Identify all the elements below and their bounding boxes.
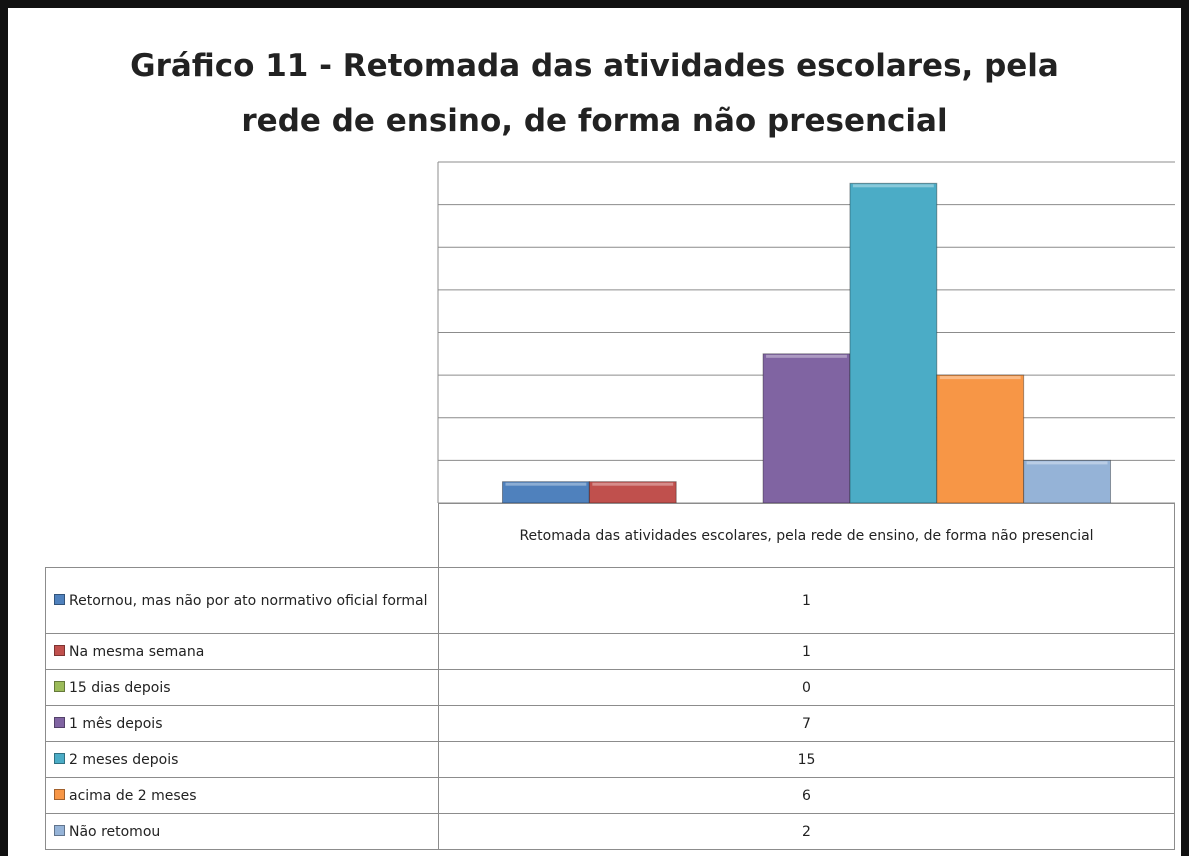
bar-highlight [939,376,1021,380]
legend-entry: Não retomou [45,813,439,850]
legend-swatch [54,824,65,836]
legend-entry: 15 dias depois [45,669,439,706]
legend-swatch [54,644,65,656]
legend-entry: 2 meses depois [45,741,439,778]
legend-swatch [54,788,65,800]
legend-entry: 1 mês depois [45,705,439,742]
legend-label: Não retomou [54,821,160,843]
bar [762,353,851,504]
legend-swatch [54,680,65,692]
legend-text: acima de 2 meses [69,787,197,804]
legend-label: 1 mês depois [54,713,163,735]
legend-label: acima de 2 meses [54,785,197,807]
legend-swatch [54,593,65,605]
legend-text: Não retomou [69,823,161,840]
table-value: 1 [438,567,1175,634]
chart-title: rede de ensino, de forma não presencial [241,103,948,139]
legend-swatch [54,752,65,764]
table-value: 0 [438,669,1175,706]
legend-entry: Retornou, mas não por ato normativo ofic… [45,567,439,634]
legend-label: 2 meses depois [54,749,178,771]
table-value: 1 [438,633,1175,670]
table-value: 15 [438,741,1175,778]
legend-entry: Na mesma semana [45,633,439,670]
table-value: 6 [438,777,1175,814]
legend-label: Retornou, mas não por ato normativo ofic… [54,590,428,612]
legend-swatch [54,716,65,728]
bar [1023,459,1112,504]
bar-highlight [766,354,847,358]
bar [849,182,938,504]
bar-highlight [852,184,934,188]
table-value: 7 [438,705,1175,742]
legend-text: 15 dias depois [69,679,171,696]
legend-entry: acima de 2 meses [45,777,439,814]
table-value: 2 [438,813,1175,850]
bar-highlight [1026,461,1108,465]
legend-label: 15 dias depois [54,677,171,699]
legend-text: 2 meses depois [69,751,179,768]
table-header: Retomada das atividades escolares, pela … [438,503,1175,568]
bar-highlight [592,482,674,486]
legend-text: Na mesma semana [69,643,205,660]
chart-title: Gráfico 11 - Retomada das atividades esc… [130,48,1059,84]
legend-text: Retornou, mas não por ato normativo ofic… [69,592,428,609]
bar-highlight [505,482,587,486]
legend-label: Na mesma semana [54,641,204,663]
bar [936,374,1025,504]
legend-text: 1 mês depois [69,715,163,732]
